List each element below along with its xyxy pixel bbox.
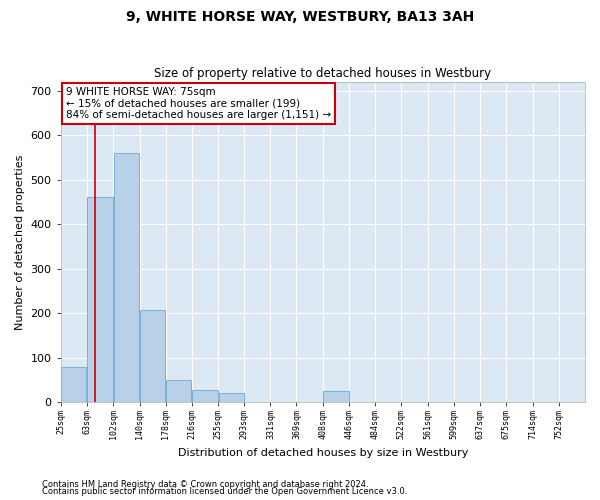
Bar — [218, 394, 244, 402]
X-axis label: Distribution of detached houses by size in Westbury: Distribution of detached houses by size … — [178, 448, 468, 458]
Bar — [192, 390, 218, 402]
Text: 9 WHITE HORSE WAY: 75sqm
← 15% of detached houses are smaller (199)
84% of semi-: 9 WHITE HORSE WAY: 75sqm ← 15% of detach… — [66, 87, 331, 120]
Bar — [166, 380, 191, 402]
Bar — [61, 366, 86, 402]
Bar — [323, 391, 349, 402]
Bar — [114, 153, 139, 402]
Text: 9, WHITE HORSE WAY, WESTBURY, BA13 3AH: 9, WHITE HORSE WAY, WESTBURY, BA13 3AH — [126, 10, 474, 24]
Text: Contains public sector information licensed under the Open Government Licence v3: Contains public sector information licen… — [42, 487, 407, 496]
Y-axis label: Number of detached properties: Number of detached properties — [15, 154, 25, 330]
Title: Size of property relative to detached houses in Westbury: Size of property relative to detached ho… — [154, 66, 491, 80]
Bar — [140, 310, 166, 402]
Bar — [87, 197, 113, 402]
Text: Contains HM Land Registry data © Crown copyright and database right 2024.: Contains HM Land Registry data © Crown c… — [42, 480, 368, 489]
